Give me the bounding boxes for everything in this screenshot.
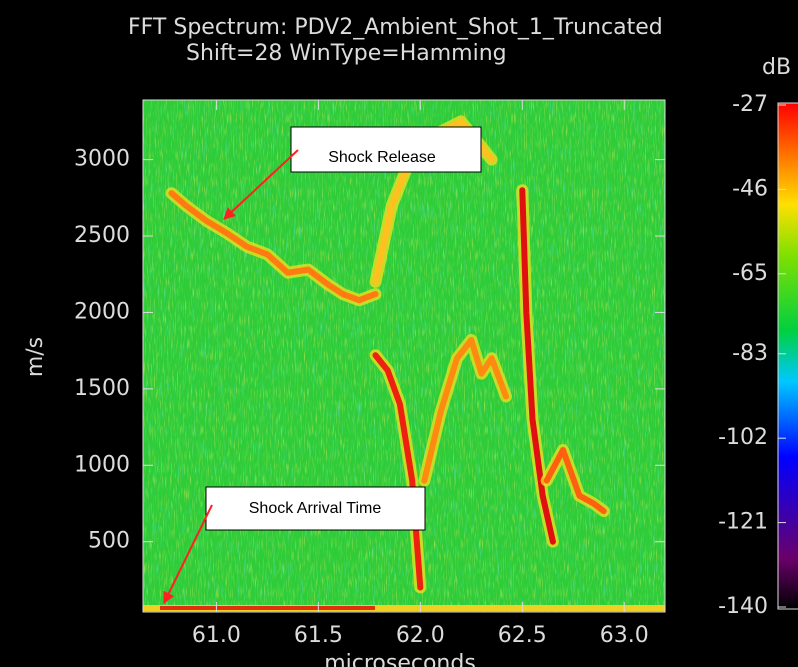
y-tick-label: 2000 (74, 299, 130, 324)
colorbar-tick-label: -140 (718, 594, 768, 619)
plot-frame (142, 99, 666, 613)
ridge (168, 190, 379, 304)
x-tick-label: 61.5 (294, 623, 343, 648)
colorbar-tick-label: -102 (718, 425, 768, 450)
x-tick-label: 63.0 (600, 623, 649, 648)
y-tick-label: 1000 (74, 452, 130, 477)
y-tick-label: 2500 (74, 223, 130, 248)
baseline-band (160, 606, 375, 610)
ridge (543, 447, 607, 515)
chart-subtitle: Shift=28 WinType=Hamming (186, 41, 507, 66)
colorbar-tick-label: -83 (732, 341, 768, 366)
annotation-arrow (223, 149, 299, 220)
colorbar-label: dB (762, 55, 791, 80)
chart-title: FFT Spectrum: PDV2_Ambient_Shot_1_Trunca… (128, 15, 663, 40)
x-tick-label: 61.0 (192, 623, 241, 648)
colorbar (777, 102, 798, 610)
colorbar-tick-label: -46 (732, 176, 768, 201)
x-axis-label: microseconds (324, 651, 476, 667)
ridge (421, 337, 509, 484)
annotation-arrow (163, 504, 213, 605)
x-tick-label: 62.0 (396, 623, 445, 648)
x-tick-label: 62.5 (498, 623, 547, 648)
annotation-box (205, 486, 426, 531)
colorbar-tick-label: -65 (732, 261, 768, 286)
y-axis-label: m/s (23, 337, 48, 377)
y-tick-label: 1500 (74, 376, 130, 401)
colorbar-tick-label: -121 (718, 510, 768, 535)
y-tick-label: 3000 (74, 147, 130, 172)
ridge (519, 187, 556, 545)
annotation: Shock Release (328, 149, 436, 166)
annotation: Shock Arrival Time (249, 500, 382, 517)
annotation-box (290, 126, 482, 173)
baseline-band (143, 605, 665, 611)
colorbar-tick-label: -27 (732, 92, 768, 117)
y-tick-label: 500 (88, 529, 130, 554)
